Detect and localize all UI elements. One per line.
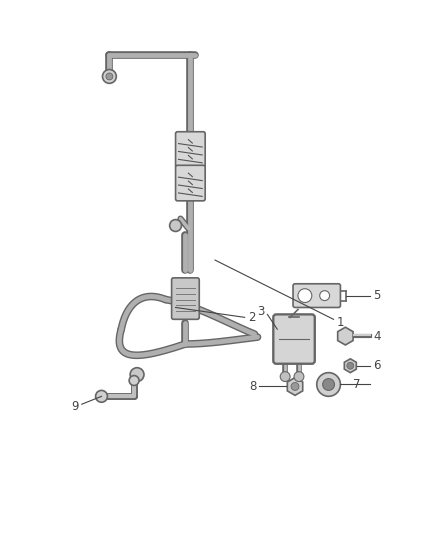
- Text: 1: 1: [336, 316, 344, 329]
- Circle shape: [323, 378, 335, 390]
- FancyBboxPatch shape: [176, 132, 205, 167]
- Circle shape: [106, 73, 113, 80]
- Circle shape: [280, 372, 290, 382]
- Polygon shape: [287, 377, 303, 395]
- Circle shape: [320, 290, 329, 301]
- Circle shape: [102, 69, 117, 83]
- Text: 5: 5: [373, 289, 380, 302]
- Text: 8: 8: [249, 380, 257, 393]
- FancyBboxPatch shape: [172, 278, 199, 319]
- Text: 7: 7: [353, 378, 361, 391]
- Polygon shape: [344, 359, 356, 373]
- Text: 3: 3: [257, 305, 265, 318]
- Circle shape: [170, 220, 181, 231]
- Circle shape: [130, 368, 144, 382]
- Circle shape: [294, 372, 304, 382]
- Polygon shape: [338, 327, 353, 345]
- Circle shape: [95, 390, 107, 402]
- Text: 4: 4: [373, 329, 381, 343]
- FancyBboxPatch shape: [273, 314, 315, 364]
- Circle shape: [298, 289, 312, 303]
- Text: 2: 2: [247, 311, 255, 324]
- Circle shape: [347, 362, 354, 369]
- Text: 6: 6: [373, 359, 381, 372]
- FancyBboxPatch shape: [176, 165, 205, 201]
- Circle shape: [317, 373, 340, 397]
- Circle shape: [129, 376, 139, 385]
- FancyBboxPatch shape: [293, 284, 340, 308]
- Text: 9: 9: [71, 400, 79, 413]
- Circle shape: [291, 383, 299, 390]
